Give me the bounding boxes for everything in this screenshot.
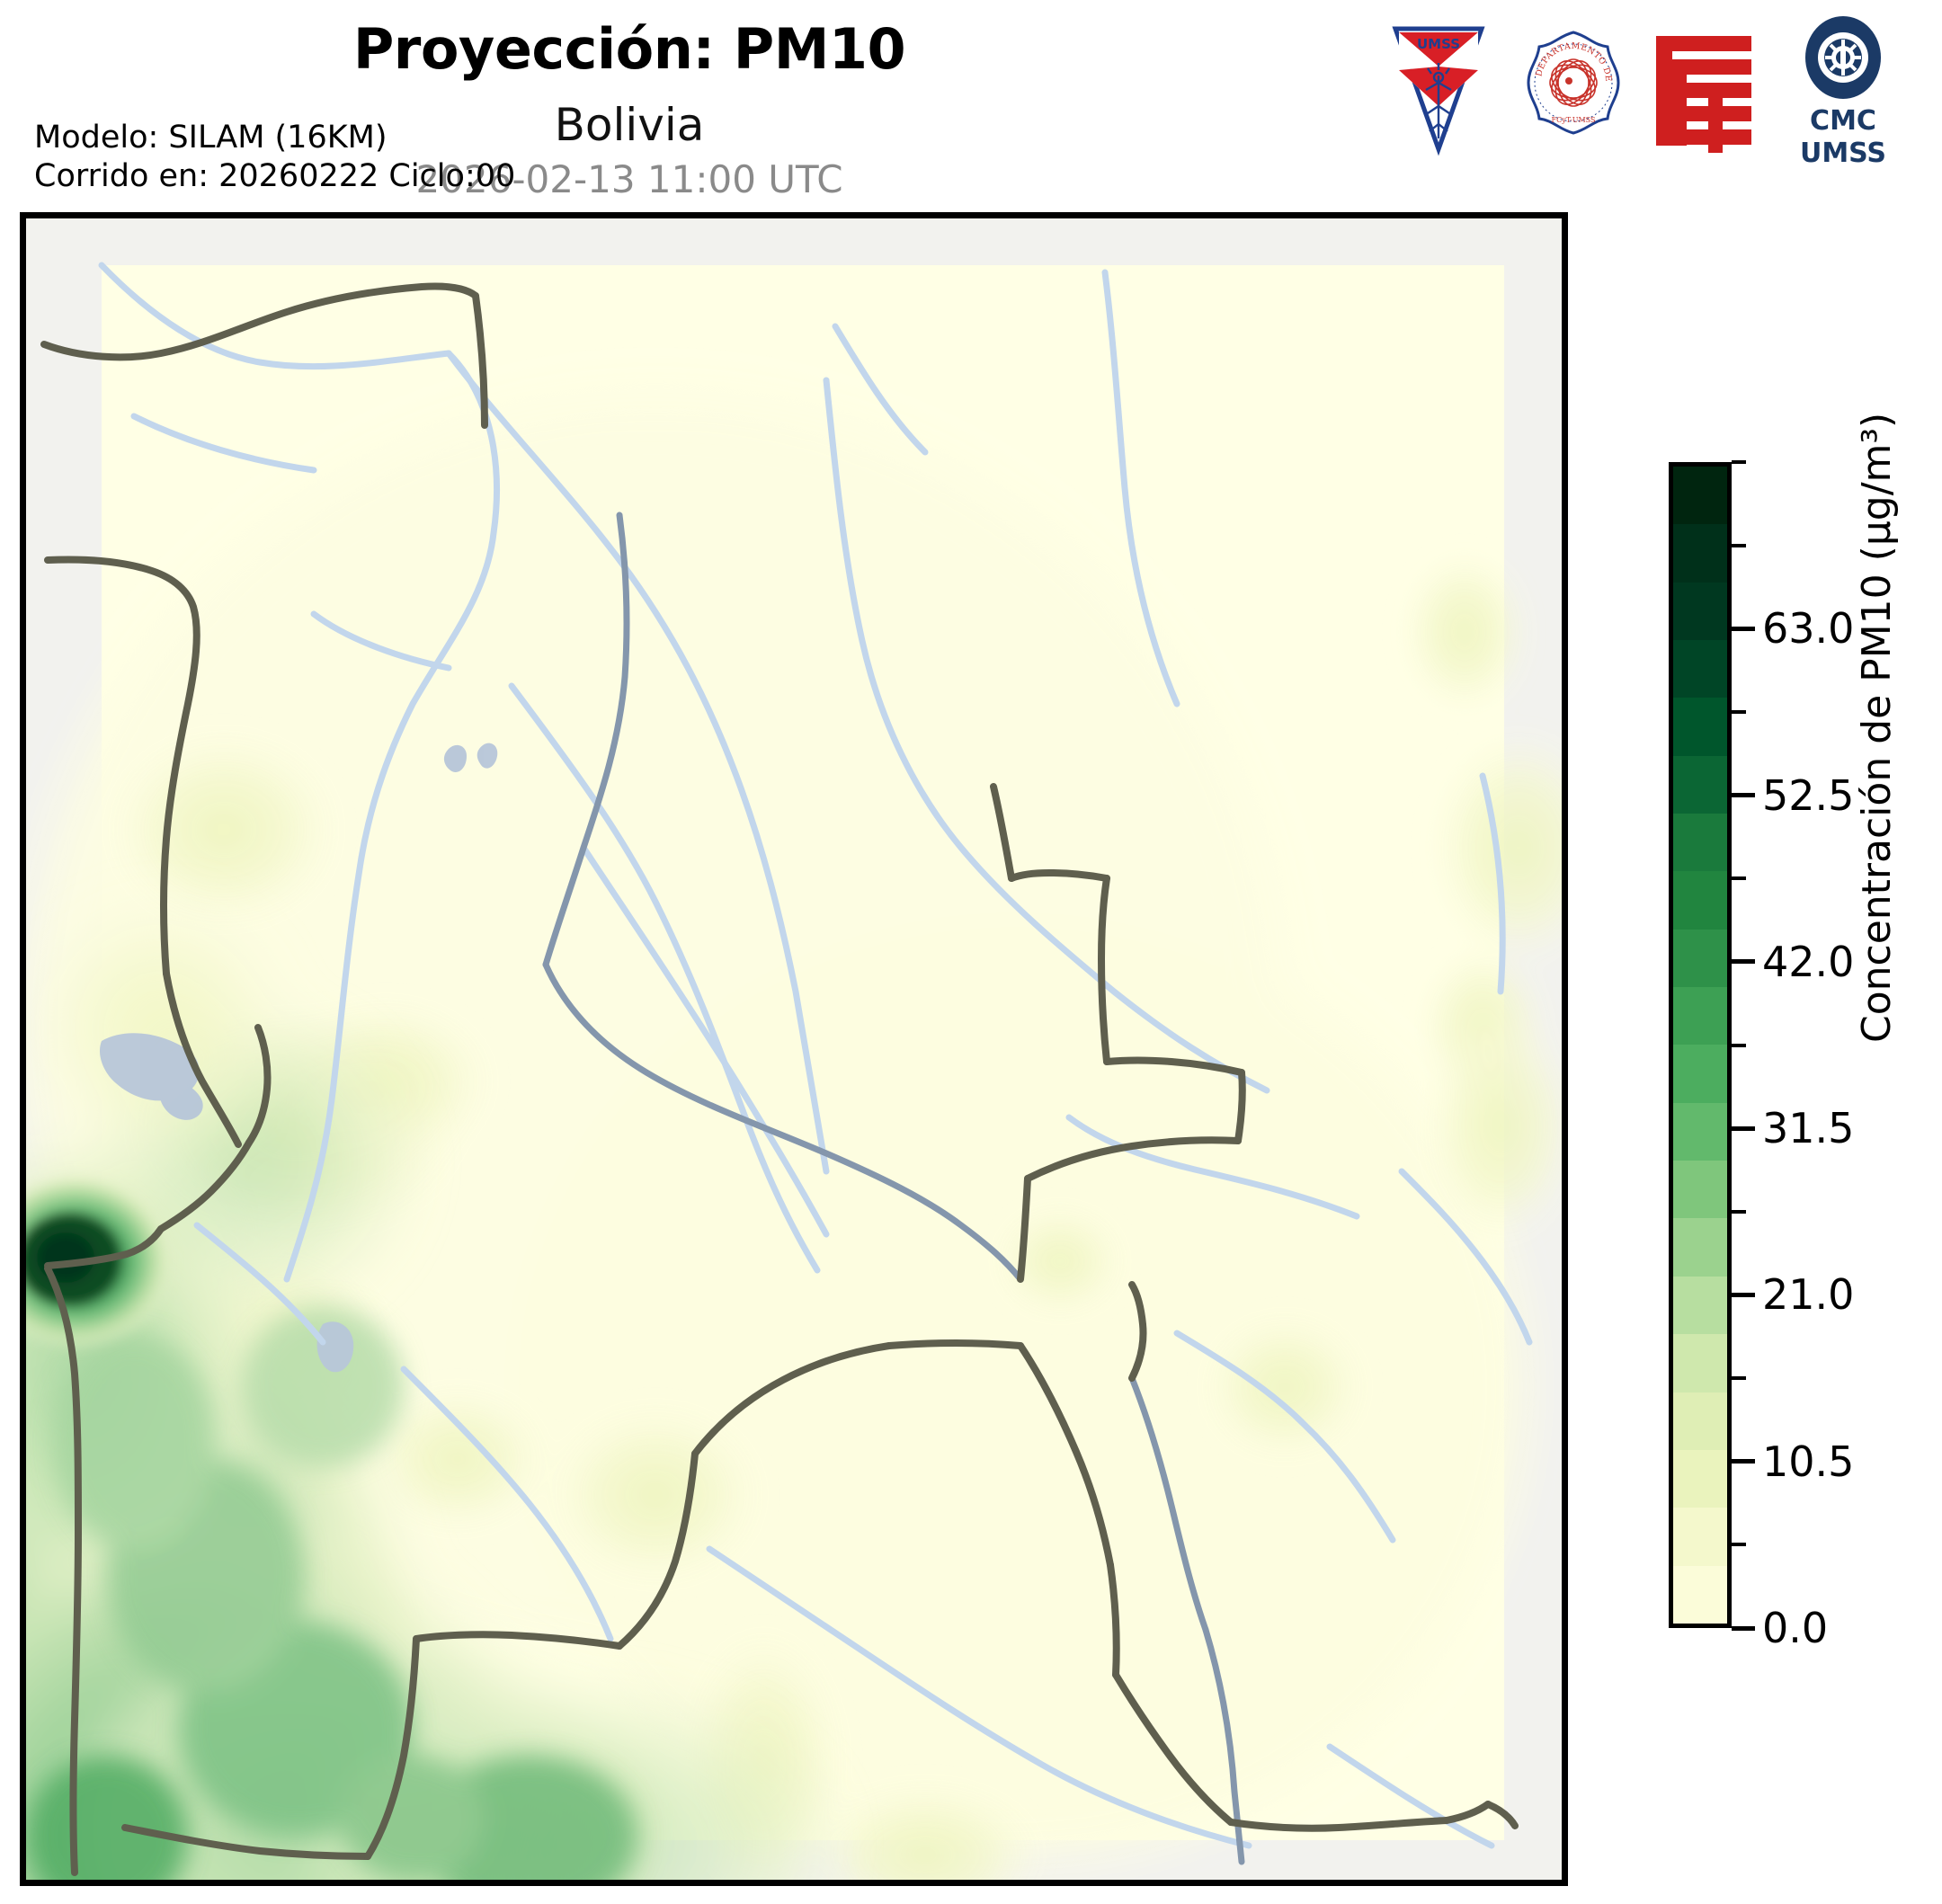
colorbar-major-tick — [1732, 1625, 1755, 1631]
colorbar-band — [1673, 1392, 1727, 1450]
umss-logo: UMSS — [1376, 13, 1501, 170]
colorbar-title: Concentración de PM10 (μg/m³) — [1854, 412, 1900, 1043]
model-run-line: Corrido en: 20260222 Ciclo:00 — [34, 158, 516, 195]
country-borders — [40, 282, 1519, 1876]
colorbar-minor-tick — [1732, 709, 1746, 714]
colorbar-band — [1673, 1508, 1727, 1566]
colorbar-major-tick — [1732, 1459, 1755, 1464]
colorbar-tick-label: 0.0 — [1762, 1604, 1829, 1652]
header: Proyección: PM10 Bolivia 2026-02-13 11:0… — [0, 0, 1942, 211]
colorbar-minor-tick — [1732, 1209, 1746, 1214]
colorbar-minor-tick — [1732, 1043, 1746, 1047]
svg-text:FCyT-UMSS: FCyT-UMSS — [1552, 116, 1596, 124]
colorbar-band — [1673, 871, 1727, 930]
lake-features — [99, 743, 498, 1373]
river-network — [98, 262, 1533, 1849]
fcyt-logo — [1645, 13, 1771, 170]
departamento-fisica-logo: DEPARTAMENTO DE FÍSICA FCyT-UMSS — [1510, 13, 1636, 170]
colorbar-minor-tick — [1732, 1376, 1746, 1381]
pm10-concentration-field — [26, 218, 1562, 1880]
colorbar-band — [1673, 1045, 1727, 1103]
colorbar-tick-label: 63.0 — [1762, 604, 1855, 654]
colorbar-band — [1673, 582, 1727, 641]
colorbar-band — [1673, 524, 1727, 583]
colorbar-band — [1673, 1449, 1727, 1508]
colorbar-band — [1673, 1565, 1727, 1624]
forecast-timestamp: 2026-02-13 11:00 UTC — [415, 157, 843, 201]
colorbar-band — [1673, 640, 1727, 698]
colorbar-band — [1673, 1161, 1727, 1219]
colorbar-band — [1673, 755, 1727, 814]
colorbar-band — [1673, 1276, 1727, 1335]
colorbar-band — [1673, 1102, 1727, 1161]
colorbar-gradient — [1669, 462, 1732, 1628]
colorbar-band — [1673, 929, 1727, 988]
colorbar-band — [1673, 814, 1727, 872]
colorbar-tick-label: 21.0 — [1762, 1270, 1855, 1320]
svg-text:UMSS: UMSS — [1417, 36, 1460, 52]
colorbar-minor-tick — [1732, 1543, 1746, 1547]
colorbar-tick-label: 31.5 — [1762, 1104, 1855, 1153]
colorbar-ticks — [1732, 460, 1759, 1631]
colorbar-major-tick — [1732, 1292, 1755, 1297]
colorbar-major-tick — [1732, 1125, 1755, 1131]
colorbar-tick-label: 10.5 — [1762, 1437, 1855, 1486]
page-subtitle: Bolivia — [554, 99, 705, 151]
colorbar-band — [1673, 987, 1727, 1045]
colorbar-band — [1673, 467, 1727, 525]
svg-text:UMSS: UMSS — [1800, 138, 1886, 169]
colorbar-major-tick — [1732, 793, 1755, 798]
colorbar-tick-label: 42.0 — [1762, 937, 1855, 986]
colorbar-band — [1673, 698, 1727, 756]
colorbar-band — [1673, 1218, 1727, 1277]
svg-text:CMC: CMC — [1810, 105, 1876, 137]
colorbar-minor-tick — [1732, 543, 1746, 547]
colorbar-minor-tick — [1732, 876, 1746, 881]
colorbar: 63.0 52.5 42.0 31.5 21.0 10.5 0.0 — [1669, 460, 1854, 1652]
page-title: Proyección: PM10 — [352, 16, 906, 82]
colorbar-major-tick — [1732, 626, 1755, 631]
map-canvas[interactable] — [26, 218, 1562, 1880]
colorbar-tick-label: 52.5 — [1762, 770, 1855, 820]
map-panel[interactable] — [20, 212, 1568, 1886]
colorbar-minor-tick — [1732, 460, 1746, 464]
logo-strip: UMSS — [1367, 13, 1924, 174]
boundary-river — [542, 512, 1245, 1865]
model-run-info: Modelo: SILAM (16KM) Corrido en: 2026022… — [34, 119, 515, 196]
cmc-umss-logo: CMC UMSS — [1780, 13, 1906, 170]
colorbar-major-tick — [1732, 959, 1755, 965]
colorbar-band — [1673, 1334, 1727, 1392]
model-name-line: Modelo: SILAM (16KM) — [34, 120, 388, 156]
